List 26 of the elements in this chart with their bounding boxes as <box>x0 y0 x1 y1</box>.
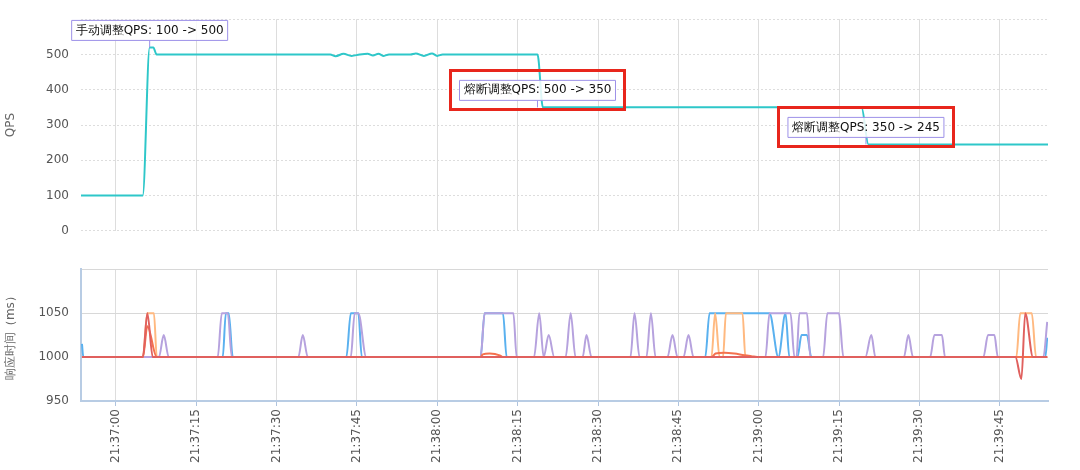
x-tick-label: 21:37:00 <box>108 409 123 463</box>
y-tick-label: 200 <box>46 152 69 167</box>
y-axis-title: QPS <box>3 112 18 138</box>
y-tick-label: 950 <box>46 393 69 408</box>
y-tick-label: 0 <box>61 222 69 237</box>
y-tick-label: 1000 <box>38 349 69 364</box>
y-axis-title: 响应时间（ms） <box>3 290 18 381</box>
x-tick-label: 21:38:30 <box>590 409 605 463</box>
annotation: 手动调整QPS: 100 -> 500 <box>75 22 224 37</box>
y-tick-label: 1050 <box>38 305 69 320</box>
y-tick-label: 400 <box>46 81 69 96</box>
x-tick-label: 21:37:30 <box>268 409 283 463</box>
annotation: 熔断调整QPS: 500 -> 350 <box>463 82 612 97</box>
y-tick-label: 300 <box>46 117 69 132</box>
x-tick-label: 21:39:15 <box>831 409 846 463</box>
x-tick-label: 21:37:15 <box>188 409 203 463</box>
x-tick-label: 21:39:30 <box>911 409 926 463</box>
x-tick-label: 21:39:45 <box>991 409 1006 463</box>
y-tick-label: 100 <box>46 187 69 202</box>
y-tick-label: 500 <box>46 46 69 61</box>
x-tick-label: 21:38:45 <box>670 409 685 463</box>
x-tick-label: 21:39:00 <box>750 409 765 463</box>
annotation: 熔断调整QPS: 350 -> 245 <box>791 119 940 134</box>
x-tick-label: 21:38:15 <box>509 409 524 463</box>
x-tick-label: 21:38:00 <box>429 409 444 463</box>
x-tick-label: 21:37:45 <box>349 409 364 463</box>
